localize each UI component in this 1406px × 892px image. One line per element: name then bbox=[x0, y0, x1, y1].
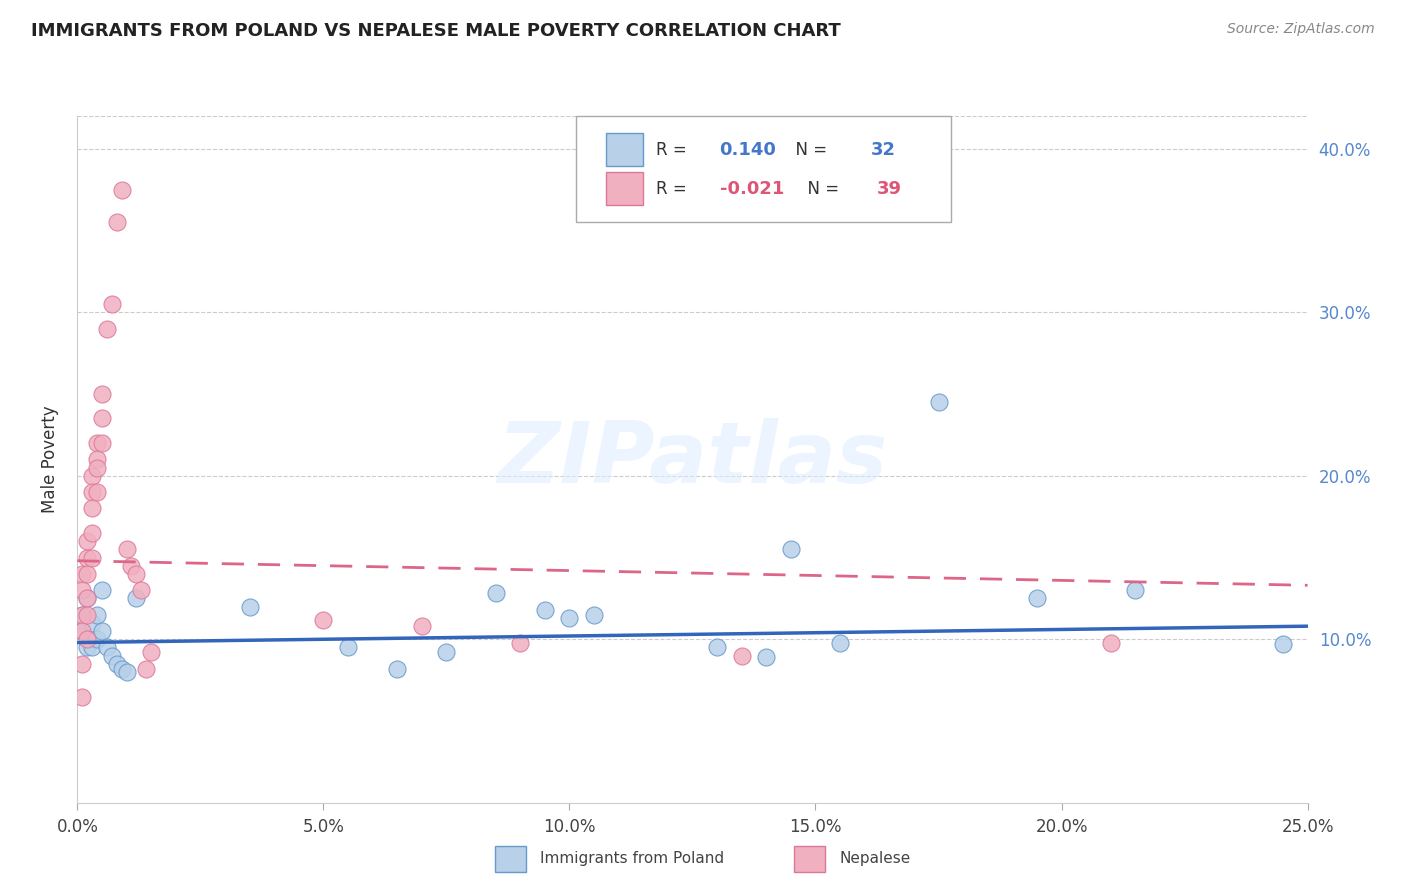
Text: 0.140: 0.140 bbox=[720, 141, 776, 159]
Point bbox=[76, 534, 98, 549]
Point bbox=[90, 411, 114, 425]
Text: 32: 32 bbox=[870, 141, 896, 159]
Point bbox=[82, 501, 104, 516]
Point bbox=[135, 662, 157, 676]
Point bbox=[82, 640, 104, 655]
Point bbox=[70, 690, 93, 704]
Point bbox=[90, 436, 114, 450]
Text: R =: R = bbox=[655, 180, 692, 198]
Point bbox=[101, 648, 124, 663]
Text: R =: R = bbox=[655, 141, 692, 159]
Point bbox=[1272, 637, 1295, 651]
Text: N =: N = bbox=[797, 180, 845, 198]
Point bbox=[387, 662, 409, 676]
Point bbox=[82, 485, 104, 500]
Point bbox=[70, 657, 93, 671]
Point bbox=[76, 591, 98, 606]
Point bbox=[76, 550, 98, 565]
Point bbox=[86, 460, 108, 475]
Point bbox=[1026, 591, 1049, 606]
Point bbox=[731, 648, 754, 663]
Point bbox=[105, 215, 128, 229]
Point bbox=[86, 632, 108, 647]
Text: -0.021: -0.021 bbox=[720, 180, 785, 198]
Point bbox=[312, 613, 335, 627]
Point bbox=[90, 624, 114, 639]
Point bbox=[115, 542, 138, 557]
Point bbox=[485, 586, 508, 600]
Point bbox=[76, 632, 98, 647]
Point bbox=[239, 599, 262, 614]
Y-axis label: Male Poverty: Male Poverty bbox=[41, 406, 59, 513]
Text: IMMIGRANTS FROM POLAND VS NEPALESE MALE POVERTY CORRELATION CHART: IMMIGRANTS FROM POLAND VS NEPALESE MALE … bbox=[31, 22, 841, 40]
FancyBboxPatch shape bbox=[606, 133, 644, 166]
Point bbox=[96, 321, 118, 335]
Point bbox=[411, 619, 433, 633]
Point bbox=[125, 566, 148, 581]
FancyBboxPatch shape bbox=[495, 846, 526, 872]
Point bbox=[583, 607, 606, 622]
Point bbox=[70, 607, 93, 622]
Point bbox=[70, 624, 93, 639]
Point bbox=[70, 583, 93, 598]
Point bbox=[90, 387, 114, 401]
Point bbox=[1125, 583, 1147, 598]
Point bbox=[928, 395, 950, 409]
Point bbox=[101, 297, 124, 311]
Point bbox=[115, 665, 138, 679]
FancyBboxPatch shape bbox=[606, 172, 644, 205]
Point bbox=[82, 550, 104, 565]
Point bbox=[509, 635, 531, 649]
Point bbox=[82, 526, 104, 541]
Point bbox=[121, 558, 143, 573]
FancyBboxPatch shape bbox=[794, 846, 825, 872]
Point bbox=[86, 607, 108, 622]
Point bbox=[76, 591, 98, 606]
Point bbox=[706, 640, 728, 655]
Point bbox=[82, 615, 104, 630]
Text: N =: N = bbox=[785, 141, 832, 159]
Point bbox=[90, 583, 114, 598]
Point bbox=[82, 468, 104, 483]
Point bbox=[534, 603, 557, 617]
Text: Immigrants from Poland: Immigrants from Poland bbox=[540, 852, 724, 866]
Point bbox=[558, 611, 581, 625]
Point bbox=[1099, 635, 1122, 649]
Point bbox=[436, 645, 458, 659]
Point bbox=[131, 583, 153, 598]
Point bbox=[70, 566, 93, 581]
Point bbox=[755, 650, 778, 665]
Point bbox=[70, 624, 93, 639]
Point bbox=[70, 607, 93, 622]
Point bbox=[780, 542, 803, 557]
Point bbox=[125, 591, 148, 606]
Point bbox=[337, 640, 360, 655]
Point bbox=[141, 645, 163, 659]
Point bbox=[76, 640, 98, 655]
Point bbox=[830, 635, 852, 649]
Point bbox=[76, 607, 98, 622]
Text: Nepalese: Nepalese bbox=[839, 852, 911, 866]
Point bbox=[111, 662, 132, 676]
Text: Source: ZipAtlas.com: Source: ZipAtlas.com bbox=[1227, 22, 1375, 37]
Point bbox=[76, 566, 98, 581]
Point bbox=[96, 640, 118, 655]
Point bbox=[86, 485, 108, 500]
Point bbox=[86, 436, 108, 450]
Text: ZIPatlas: ZIPatlas bbox=[498, 417, 887, 501]
Point bbox=[105, 657, 128, 671]
Point bbox=[111, 183, 132, 197]
Text: 39: 39 bbox=[877, 180, 903, 198]
Point bbox=[86, 452, 108, 467]
FancyBboxPatch shape bbox=[575, 116, 950, 222]
